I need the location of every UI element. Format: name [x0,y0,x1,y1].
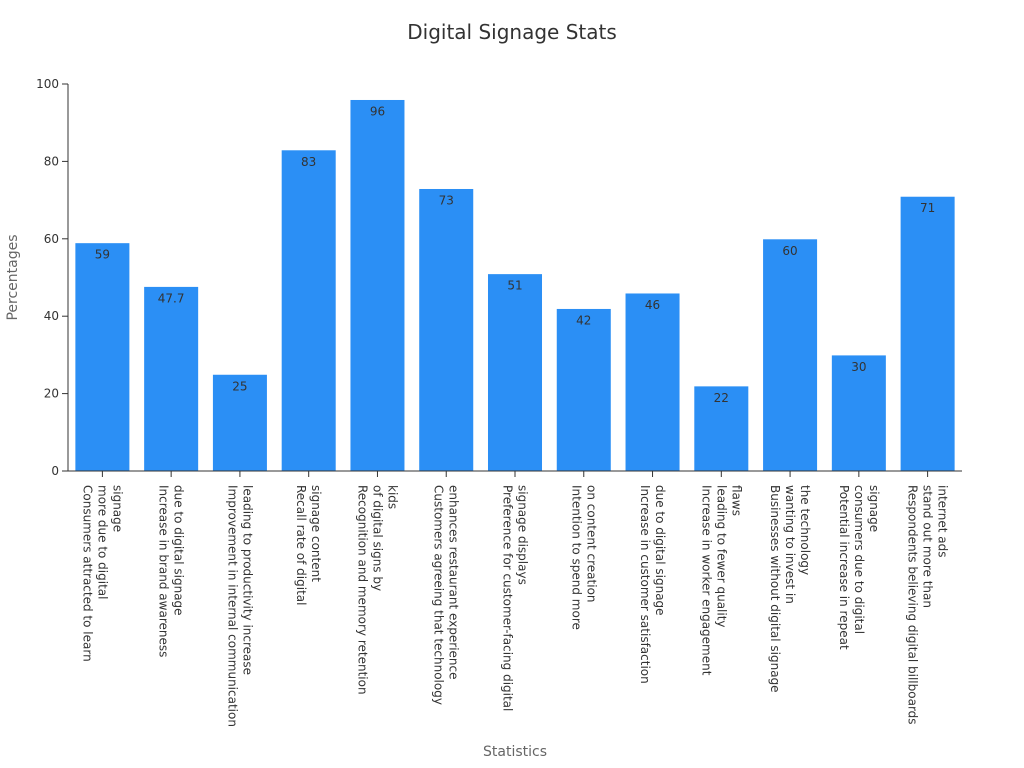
bar-value-label: 96 [370,104,385,118]
x-tick-label-line: on content creation [584,485,598,603]
x-tick-label-line: Increase in customer satisfaction [638,485,652,684]
bar-value-label: 59 [95,248,110,262]
bar-value-label: 71 [920,201,935,215]
bar [143,285,200,472]
x-tick-label-line: Intention to spend more [569,485,583,630]
bar-value-label: 73 [439,193,454,207]
y-tick-label: 20 [44,387,59,401]
bar-value-label: 60 [782,244,797,258]
x-tick-label-line: Recognition and memory retention [355,485,369,695]
x-tick-label-line: enhances restaurant experience [447,485,461,680]
x-tick-label-line: Preference for customer-facing digital [501,485,515,711]
y-axis-title: Percentages [5,234,21,320]
bar [280,149,337,472]
bars-group: 59 47.7 25 83 96 73 51 42 46 22 60 30 71 [74,98,956,472]
y-tick-label: 100 [36,77,59,91]
x-tick-label: Potential increase in repeat consumers du… [837,485,881,650]
x-tick-label: Recognition and memory retention of digit… [355,485,399,695]
x-tick-label-line: Businesses without digital signage [768,485,782,693]
x-tick-label-line: Customers agreeing that technology [432,485,446,705]
bar [211,373,268,472]
x-axis-title: Statistics [483,744,547,760]
bar-value-label: 22 [714,391,729,405]
x-tick-label-line: Improvement in internal communication [225,485,239,727]
bar-value-label: 83 [301,155,316,169]
x-tick-label-line: the technology [798,485,812,575]
x-tick-label: Respondents believing digital billboards… [906,485,950,725]
bar [418,187,475,472]
x-tick-label-line: stand out more than [921,485,935,608]
y-tick-label: 80 [44,154,59,168]
x-tick-label: Customers agreeing that technology enhanc… [432,485,461,705]
bar [899,195,956,472]
x-tick-label-line: signage [110,485,124,532]
x-tick-label-line: Consumers attracted to learn [80,485,94,662]
x-tick-label: Increase in brand awareness due to digita… [157,485,186,657]
x-tick-label-line: Potential increase in repeat [837,485,851,650]
bar-value-label: 47.7 [158,291,185,305]
x-tick-label-line: due to digital signage [653,485,667,616]
x-tick-label-line: flaws [729,485,743,516]
x-axis: Consumers attracted to learn more due to … [68,470,962,727]
x-tick-label: Improvement in internal communication lea… [225,485,254,727]
x-tick-label-line: Respondents believing digital billboards [906,485,920,725]
bar-value-label: 25 [232,379,247,393]
x-tick-label: Recall rate of digital signage content [294,485,323,605]
bar [693,385,750,472]
bar [762,238,819,472]
x-tick-label-line: leading to fewer quality [714,485,728,628]
x-tick-label-line: more due to digital [95,485,109,599]
y-tick-label: 60 [44,232,59,246]
x-tick-label-line: signage [867,485,881,532]
x-tick-label-line: Increase in worker engagement [699,485,713,676]
bar [555,307,612,472]
bar [349,98,406,472]
bar [624,292,681,472]
bar-value-label: 46 [645,298,660,312]
y-tick-label: 0 [51,464,59,478]
x-tick-label: Increase in customer satisfaction due to … [638,485,667,684]
x-tick-label-line: Recall rate of digital [294,485,308,605]
x-tick-label-line: kids [385,485,399,509]
x-tick-label-line: internet ads [936,485,950,557]
bar-value-label: 42 [576,313,591,327]
x-tick-label: Businesses without digital signage wantin… [768,485,812,693]
chart-title: Digital Signage Stats [407,20,617,44]
x-tick-label: Consumers attracted to learn more due to … [80,485,124,662]
x-tick-label-line: signage displays [516,485,530,585]
x-tick-label-line: due to digital signage [172,485,186,616]
x-tick-label-line: leading to productivity increase [240,485,254,675]
x-tick-label: Increase in worker engagement leading to … [699,485,743,676]
x-tick-label: Preference for customer-facing digital si… [501,485,530,711]
x-tick-label-line: Increase in brand awareness [157,485,171,657]
x-tick-label: Intention to spend more on content creati… [569,485,598,630]
y-axis: 0 20 40 60 80 100 [36,77,69,478]
bar-value-label: 51 [507,279,522,293]
x-tick-label-line: signage content [309,485,323,582]
x-tick-label-line: of digital signs by [370,485,384,591]
y-tick-label: 40 [44,309,59,323]
x-tick-label-line: wanting to invest in [783,485,797,604]
bar [486,273,544,472]
bar [74,242,131,472]
x-tick-label-line: consumers due to digital [852,485,866,634]
bar-value-label: 30 [851,360,866,374]
